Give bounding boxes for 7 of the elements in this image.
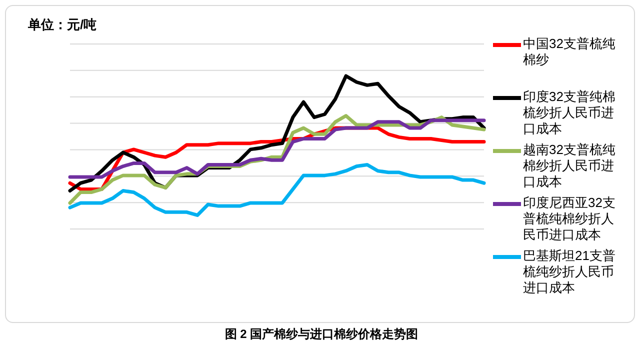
legend-label: 印度尼西亚32支普梳纯棉纱折人民币进口成本 <box>523 195 616 243</box>
chart-title: 单位：元/吨 <box>28 16 97 34</box>
legend-label: 巴基斯坦21支普梳纯纱折人民币进口成本 <box>523 248 616 296</box>
caption: 图 2 国产棉纱与进口棉纱价格走势图 <box>224 326 420 343</box>
legend-label: 越南32支普梳纯棉纱折人民币进口成本 <box>523 142 616 190</box>
legend-label: 中国32支普梳纯棉纱 <box>523 36 616 68</box>
legend-label: 印度32支普纯棉梳纱折人民币进口成本 <box>523 89 616 137</box>
